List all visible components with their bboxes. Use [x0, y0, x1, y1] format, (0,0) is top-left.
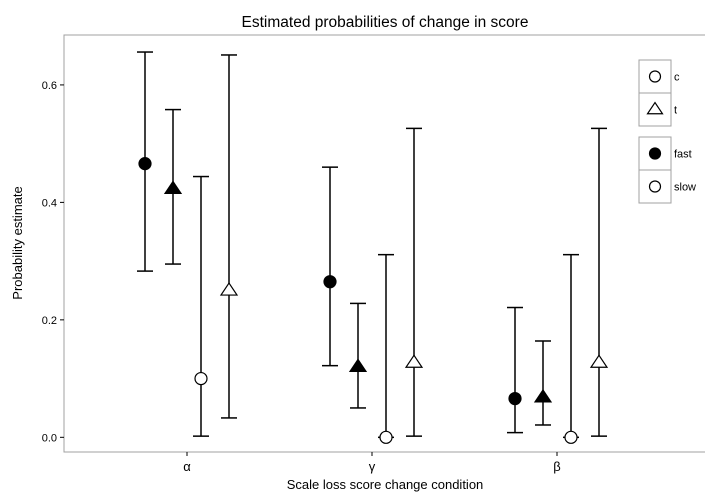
error-bars [137, 51, 607, 439]
error-bar [193, 175, 209, 437]
error-bar [350, 302, 366, 409]
error-bar [591, 127, 607, 437]
y-axis: 0.0 0.2 0.4 0.6 [42, 80, 64, 444]
data-point [219, 281, 239, 296]
data-markers [138, 157, 609, 444]
data-point [194, 371, 208, 386]
plot-panel [63, 34, 705, 453]
x-tick-label: β [553, 459, 560, 474]
data-point [404, 354, 424, 368]
legend-key [648, 147, 662, 160]
data-point [533, 388, 553, 403]
error-bar [322, 166, 338, 367]
data-point [323, 275, 337, 289]
data-point [564, 430, 578, 444]
y-tick-label: 0.4 [42, 197, 57, 209]
error-bar [221, 54, 237, 419]
data-point [379, 430, 393, 444]
legend-label: slow [674, 182, 696, 194]
x-tick-label: α [183, 459, 191, 474]
legend-key [648, 70, 662, 83]
legend: c t fast slow [638, 59, 696, 204]
data-point [589, 354, 609, 368]
data-point [348, 358, 368, 372]
y-tick-label: 0.6 [42, 80, 57, 92]
error-bar [507, 306, 523, 434]
data-point [163, 180, 183, 195]
x-tick-label: γ [369, 459, 376, 474]
legend-key [648, 180, 662, 193]
error-bar [535, 340, 551, 426]
data-point [138, 157, 152, 171]
data-point [508, 391, 522, 406]
error-bar [406, 127, 422, 437]
chart-title: Estimated probabilities of change in sco… [242, 14, 529, 31]
y-tick-label: 0.2 [42, 315, 57, 327]
y-tick-label: 0.0 [42, 432, 57, 444]
legend-key [646, 101, 664, 115]
legend-label: t [674, 105, 677, 117]
legend-label: c [674, 72, 680, 84]
x-axis-title: Scale loss score change condition [287, 477, 484, 492]
y-axis-title: Probability estimate [10, 186, 25, 299]
legend-label: fast [674, 149, 692, 161]
